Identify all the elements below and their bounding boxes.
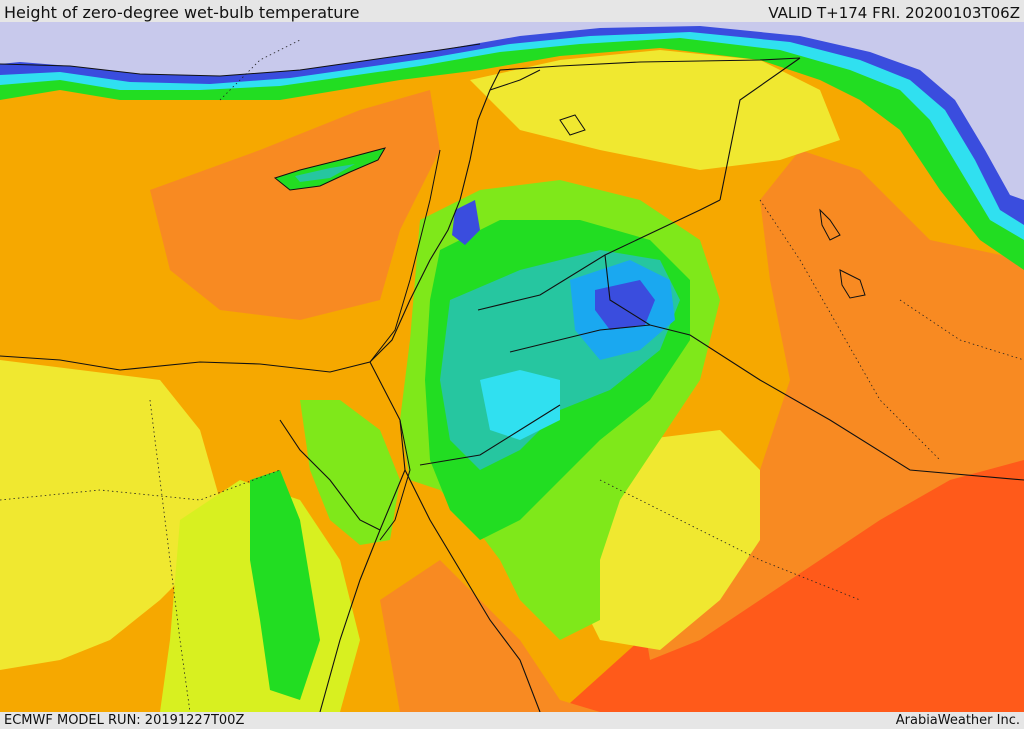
sea	[0, 22, 1024, 200]
yellow-zone-north	[470, 50, 840, 170]
red-orange-zone	[560, 290, 1024, 712]
footer-bar: ECMWF MODEL RUN: 20191227T00Z ArabiaWeat…	[0, 712, 1024, 729]
dark-orange-zone-egypt	[150, 90, 440, 320]
model-run-label: ECMWF MODEL RUN: 20191227T00Z	[4, 713, 245, 728]
province-borders	[0, 39, 1024, 712]
credit-label: ArabiaWeather Inc.	[895, 713, 1020, 728]
very-low-zone-jordan	[595, 280, 655, 330]
map-canvas	[0, 22, 1024, 712]
dark-orange-zone-redsea	[380, 560, 600, 712]
green-strip-egypt	[250, 470, 320, 700]
header-bar: Height of zero-degree wet-bulb temperatu…	[0, 0, 1024, 22]
cyan-zone	[480, 370, 560, 440]
green-strip-sinai	[300, 400, 400, 545]
valid-time-label: VALID T+174 FRI. 20200103T06Z	[768, 4, 1020, 22]
weather-map[interactable]	[0, 22, 1024, 712]
chart-title: Height of zero-degree wet-bulb temperatu…	[4, 3, 360, 22]
country-borders	[0, 57, 1024, 712]
cyprus-interior	[295, 164, 355, 182]
coastline	[0, 43, 866, 541]
blue-zone-lebanon	[452, 200, 480, 245]
yellow-zone-west	[0, 360, 220, 670]
